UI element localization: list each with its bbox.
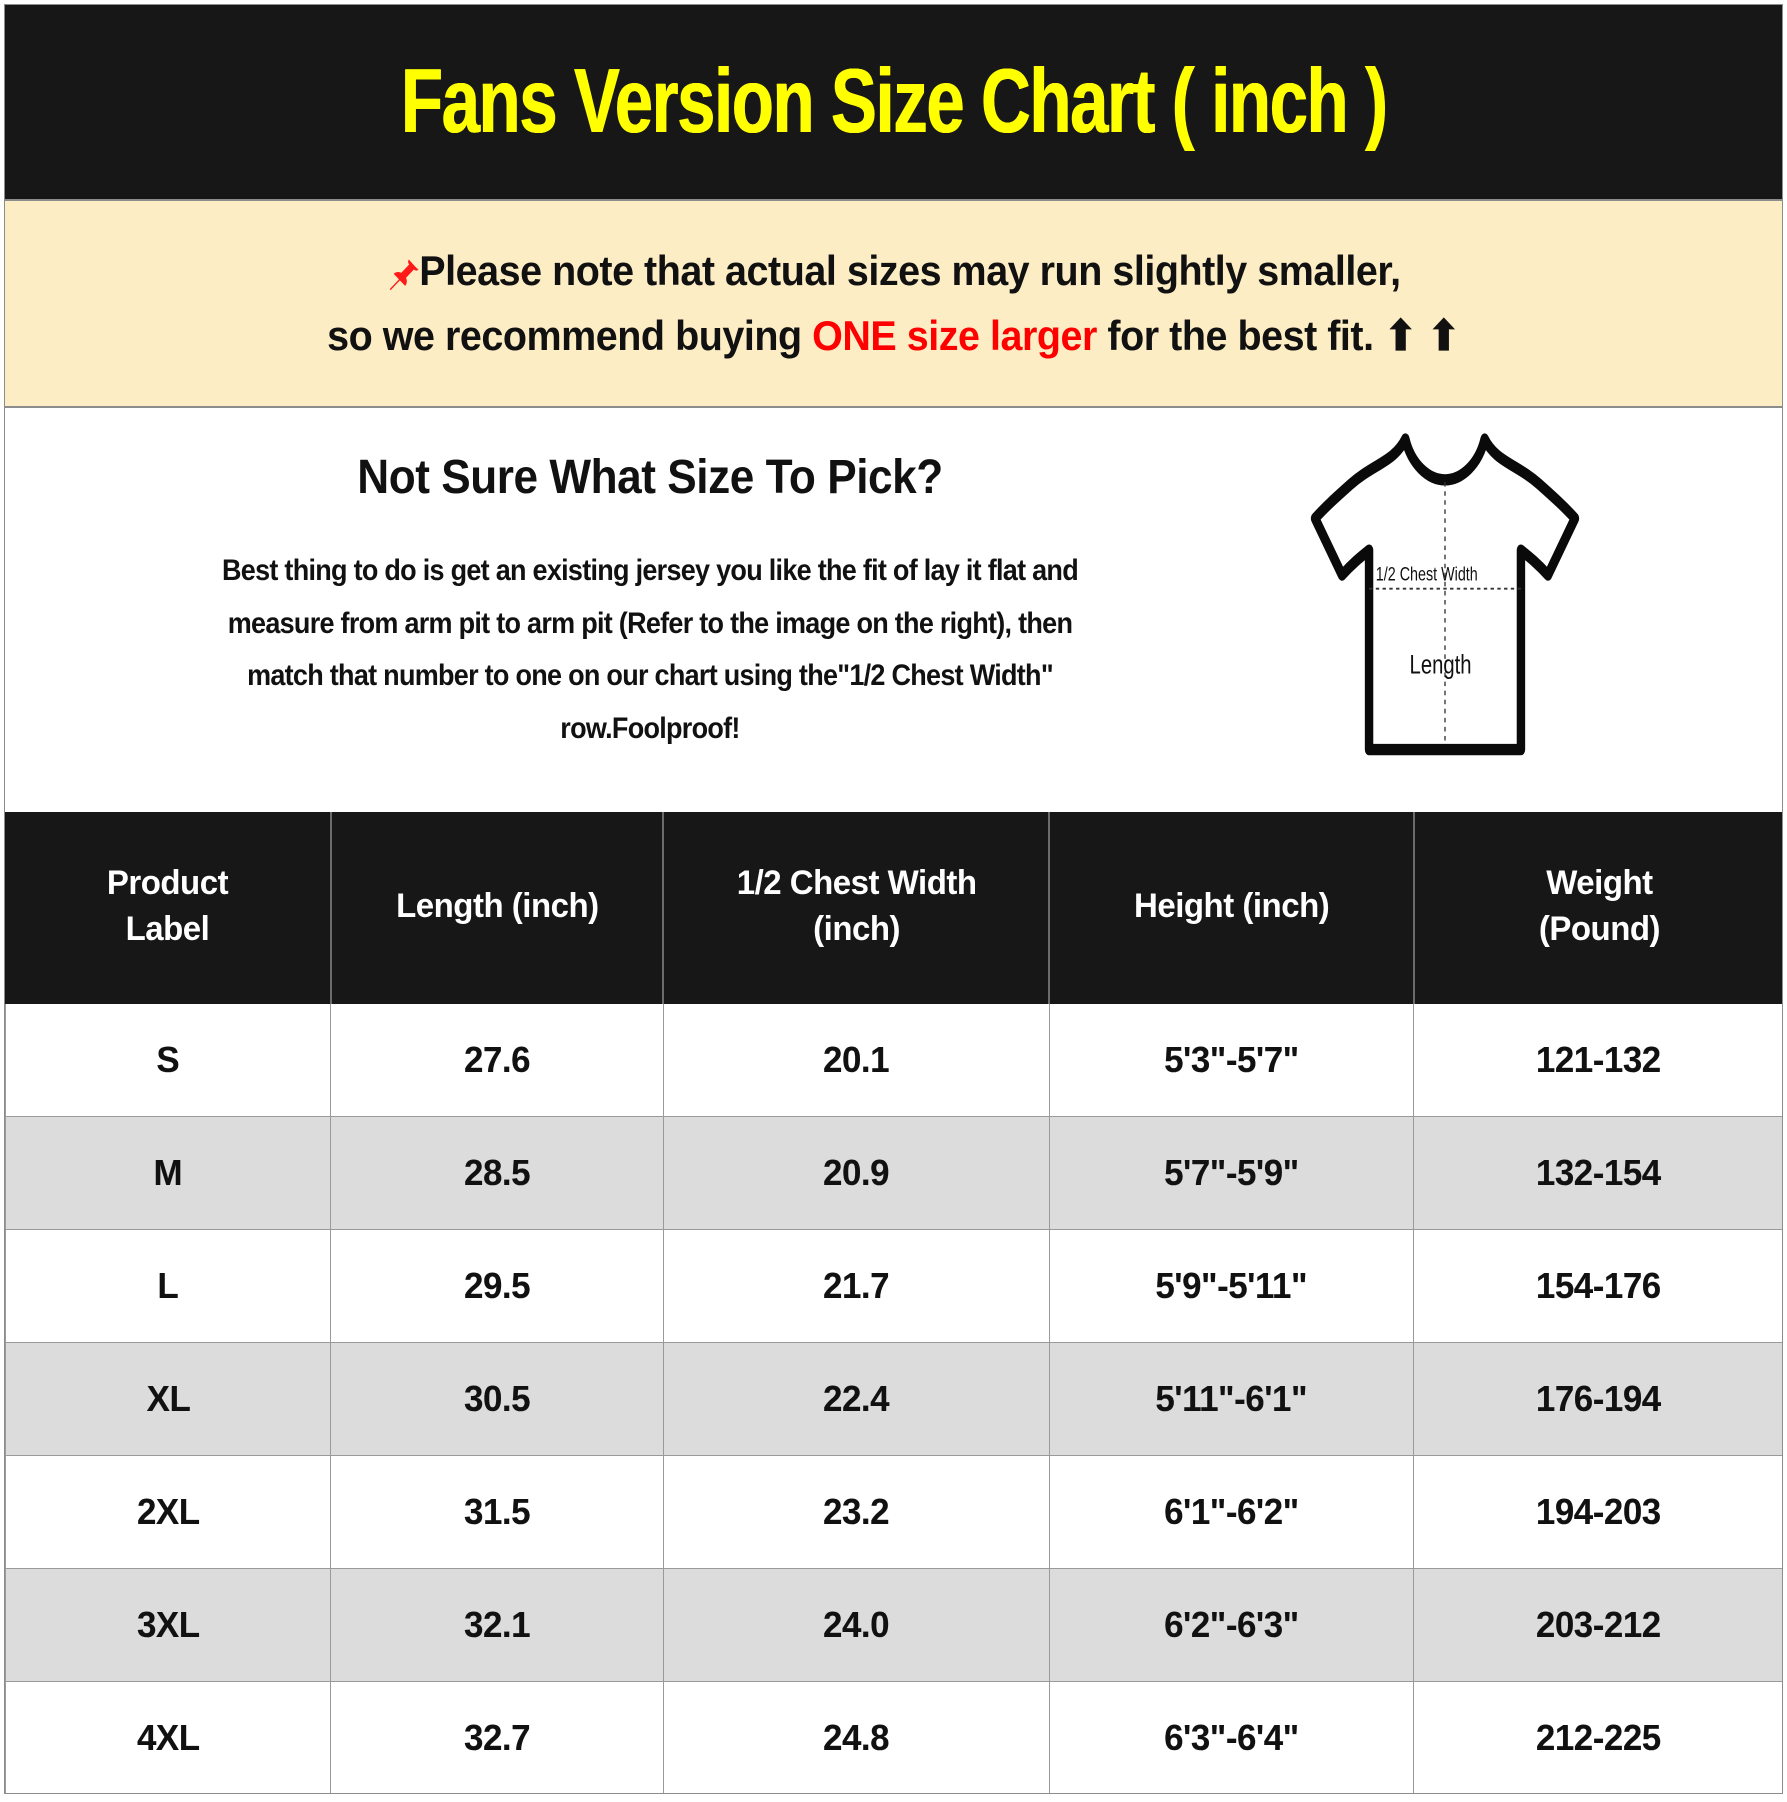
svg-text:1/2 Chest Width: 1/2 Chest Width — [1376, 564, 1478, 586]
svg-text:Length: Length — [1410, 650, 1472, 681]
